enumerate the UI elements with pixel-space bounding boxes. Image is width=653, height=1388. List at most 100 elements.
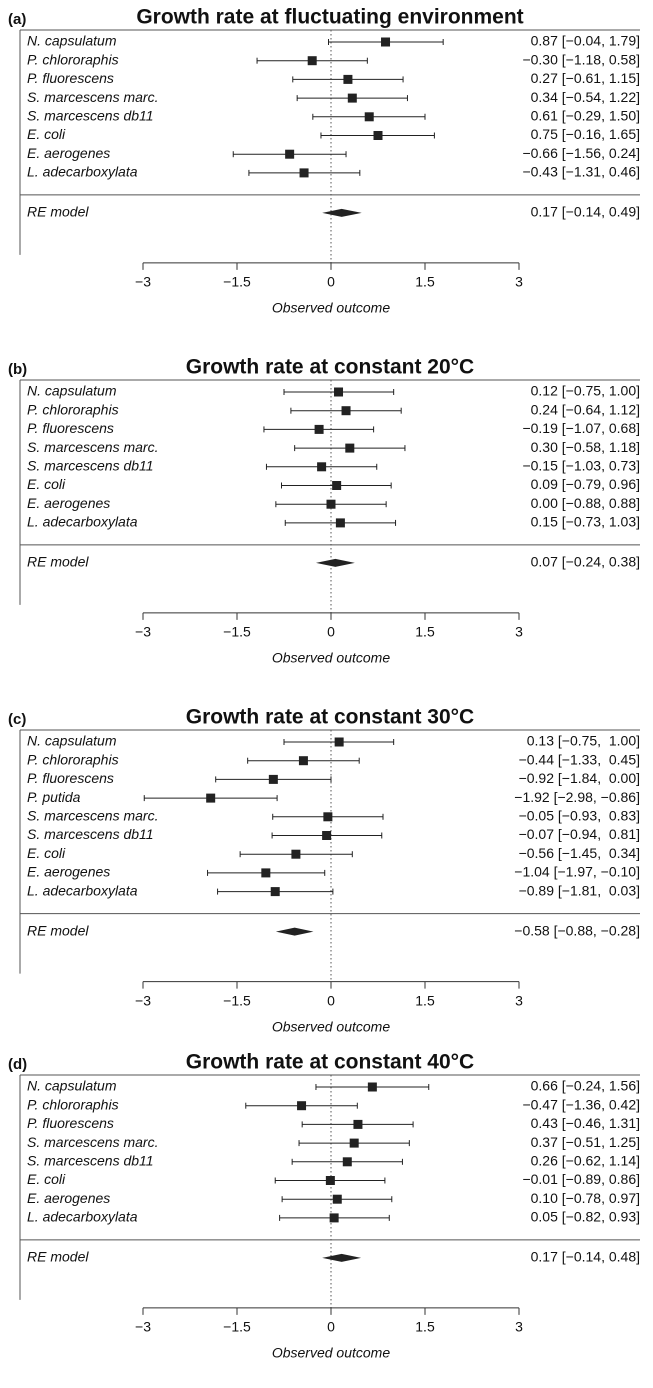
study-name: P. chlororaphis: [27, 401, 119, 417]
study-name: L. adecarboxylata: [27, 514, 138, 530]
study-name: S. marcescens db11: [27, 1153, 154, 1169]
estimate-square: [299, 168, 309, 178]
estimate-label: −1.04 [−1.97, −0.10]: [514, 864, 640, 880]
estimate-square: [364, 112, 374, 122]
x-tick-label: −3: [135, 992, 151, 1008]
estimate-label: −0.30 [−1.18, 0.58]: [522, 51, 640, 67]
estimate-label: 0.87 [−0.04, 1.79]: [531, 33, 640, 49]
study-name: P. fluorescens: [27, 770, 114, 786]
estimate-label: 0.24 [−0.64, 1.12]: [531, 401, 640, 417]
estimate-label: 0.15 [−0.73, 1.03]: [531, 514, 640, 530]
study-name: E. coli: [27, 476, 66, 492]
estimate-square: [373, 131, 383, 140]
estimate-square: [332, 481, 342, 490]
estimate-label: 0.37 [−0.51, 1.25]: [531, 1134, 640, 1150]
x-tick-label: −1.5: [223, 992, 251, 1008]
x-axis-label: Observed outcome: [272, 300, 390, 316]
study-name: P. chlororaphis: [27, 1096, 119, 1112]
x-axis-label: Observed outcome: [272, 1345, 390, 1361]
estimate-square: [268, 774, 278, 784]
estimate-label: −0.89 [−1.81, 0.03]: [519, 882, 640, 898]
estimate-label: 0.12 [−0.75, 1.00]: [531, 383, 640, 399]
estimate-label: 0.10 [−0.78, 0.97]: [531, 1190, 640, 1206]
estimate-square: [381, 37, 391, 47]
study-name: E. coli: [27, 1171, 66, 1187]
x-tick-label: 1.5: [415, 1319, 435, 1335]
summary-diamond: [315, 558, 355, 567]
summary-name: RE model: [27, 922, 89, 938]
estimate-label: −0.05 [−0.93, 0.83]: [519, 808, 640, 824]
forest-panel: (b) Growth rate at constant 20°C N. capsul…: [8, 356, 640, 666]
summary-name: RE model: [27, 1249, 89, 1265]
estimate-square: [329, 1213, 339, 1223]
study-name: E. aerogenes: [27, 864, 110, 880]
study-name: E. coli: [27, 126, 66, 142]
x-tick-label: 1.5: [415, 992, 435, 1008]
estimate-square: [297, 1101, 307, 1111]
estimate-label: −0.43 [−1.31, 0.46]: [522, 164, 640, 180]
study-name: N. capsulatum: [27, 733, 117, 749]
summary-diamond: [322, 208, 362, 217]
summary-label: 0.17 [−0.14, 0.48]: [531, 1249, 640, 1265]
estimate-label: 0.00 [−0.88, 0.88]: [531, 495, 640, 511]
x-tick-label: −1.5: [223, 624, 251, 640]
estimate-square: [349, 1138, 359, 1148]
x-tick-label: −3: [135, 274, 151, 290]
estimate-square: [314, 424, 324, 434]
summary-name: RE model: [27, 554, 89, 570]
study-name: S. marcescens db11: [27, 108, 154, 124]
estimate-square: [345, 443, 355, 453]
estimate-square: [291, 849, 301, 859]
panel-label: (d): [8, 1056, 27, 1073]
panel-label: (c): [8, 711, 26, 728]
estimate-square: [322, 831, 332, 840]
estimate-label: 0.30 [−0.58, 1.18]: [531, 439, 640, 455]
estimate-square: [270, 887, 280, 897]
summary-diamond: [322, 1253, 362, 1262]
x-tick-label: 0: [327, 1319, 335, 1335]
study-name: S. marcescens db11: [27, 826, 154, 842]
x-tick-label: −1.5: [223, 274, 251, 290]
estimate-square: [285, 149, 295, 159]
estimate-label: 0.27 [−0.61, 1.15]: [531, 70, 640, 86]
estimate-square: [206, 793, 216, 803]
estimate-square: [334, 737, 344, 747]
estimate-square: [323, 812, 333, 822]
estimate-label: 0.05 [−0.82, 0.93]: [531, 1209, 640, 1225]
estimate-label: 0.34 [−0.54, 1.22]: [531, 89, 640, 105]
chart-title: Growth rate at constant 30°C: [186, 706, 474, 729]
estimate-label: 0.66 [−0.24, 1.56]: [531, 1078, 640, 1094]
panel-label: (a): [8, 11, 26, 28]
summary-diamond: [275, 927, 314, 936]
estimate-label: −0.07 [−0.94, 0.81]: [519, 826, 640, 842]
study-name: N. capsulatum: [27, 1078, 117, 1094]
x-tick-label: 1.5: [415, 624, 435, 640]
chart-title: Growth rate at constant 40°C: [186, 1051, 474, 1074]
study-name: L. adecarboxylata: [27, 882, 138, 898]
study-name: E. aerogenes: [27, 495, 110, 511]
estimate-square: [342, 1157, 352, 1167]
summary-label: 0.07 [−0.24, 0.38]: [531, 554, 640, 570]
summary-label: −0.58 [−0.88, −0.28]: [514, 922, 640, 938]
study-name: E. aerogenes: [27, 1190, 110, 1206]
study-name: S. marcescens db11: [27, 458, 154, 474]
x-tick-label: 3: [515, 624, 523, 640]
x-axis-label: Observed outcome: [272, 1018, 390, 1034]
forest-panel: (d) Growth rate at constant 40°C N. capsul…: [8, 1051, 640, 1361]
estimate-square: [334, 387, 344, 397]
x-tick-label: 0: [327, 992, 335, 1008]
study-name: L. adecarboxylata: [27, 1209, 138, 1225]
estimate-label: −0.44 [−1.33, 0.45]: [519, 751, 640, 767]
chart-title: Growth rate at fluctuating environment: [136, 6, 523, 29]
study-name: P. putida: [27, 789, 81, 805]
panel-label: (b): [8, 361, 27, 378]
study-name: N. capsulatum: [27, 383, 117, 399]
x-tick-label: −3: [135, 624, 151, 640]
study-name: P. chlororaphis: [27, 751, 119, 767]
estimate-square: [347, 93, 357, 103]
estimate-label: −0.19 [−1.07, 0.68]: [522, 420, 640, 436]
summary-label: 0.17 [−0.14, 0.49]: [531, 204, 640, 220]
summary-name: RE model: [27, 204, 89, 220]
x-tick-label: −1.5: [223, 1319, 251, 1335]
